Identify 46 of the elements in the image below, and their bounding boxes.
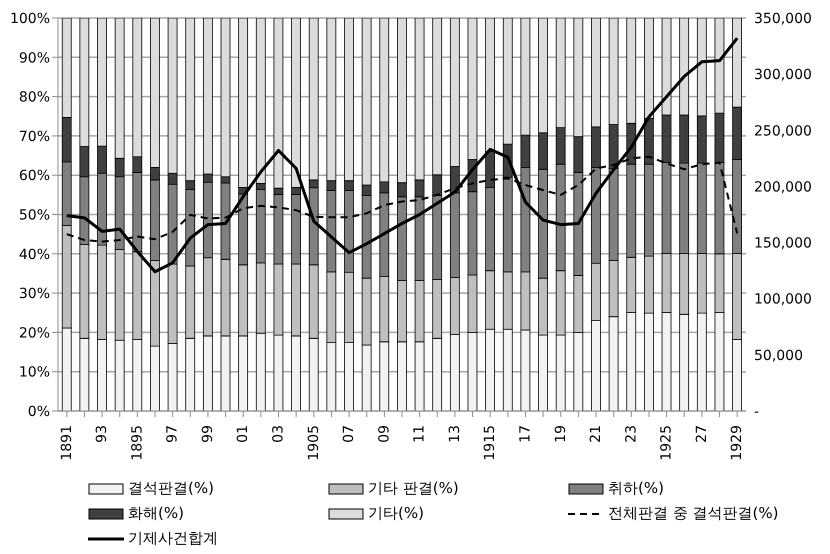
y-tick-label: 10% [18, 364, 50, 381]
x-tick-label: 27 [694, 425, 710, 443]
x-tick-label: 13 [446, 425, 463, 443]
y-tick-label: 50% [18, 207, 50, 224]
y-tick-label: 40% [18, 246, 50, 263]
y-tick-label: 0% [28, 404, 50, 420]
x-tick-label: 1915 [482, 425, 498, 461]
y2-tick-label: 250,000 [754, 123, 812, 140]
x-tick-label: 17 [517, 425, 534, 443]
x-tick-label: 19 [552, 425, 569, 443]
y2-tick-label: 300,000 [754, 67, 812, 84]
y-tick-label: 70% [18, 128, 50, 145]
legend-label: 전체판결 중 결석판결(%) [608, 504, 778, 523]
x-tick-label: 1895 [129, 425, 146, 461]
x-tick-label: 93 [94, 425, 110, 443]
y-tick-label: 100% [10, 10, 50, 27]
legend-label: 화해(%) [128, 504, 184, 523]
y-tick-label: 80% [18, 90, 50, 106]
y2-tick-label: 200,000 [754, 179, 812, 196]
x-tick-label: 09 [376, 425, 392, 443]
legend-label: 기제사건합계 [128, 529, 218, 548]
legend-label: 기타(%) [368, 504, 424, 523]
y2-tick-label: - [754, 404, 760, 420]
y-tick-label: 90% [18, 50, 50, 66]
x-tick-label: 23 [623, 425, 640, 443]
x-tick-label: 21 [588, 425, 604, 443]
y2-tick-label: 150,000 [754, 236, 812, 252]
y2-tick-label: 50,000 [754, 348, 803, 364]
x-tick-label: 1905 [306, 425, 322, 461]
x-tick-label: 1891 [58, 425, 75, 461]
x-tick-label: 97 [164, 425, 181, 443]
x-tick-label: 03 [270, 425, 287, 443]
y2-tick-label: 350,000 [754, 10, 812, 27]
x-tick-label: 1925 [658, 425, 675, 461]
legend-label: 취하(%) [608, 479, 664, 498]
x-tick-label: 07 [341, 425, 358, 443]
y-tick-label: 60% [18, 168, 50, 184]
y-tick-label: 30% [18, 286, 50, 302]
y-tick-label: 20% [18, 325, 50, 342]
x-tick-label: 1929 [729, 425, 746, 461]
x-tick-label: 01 [235, 425, 252, 443]
legend-label: 결석판결(%) [128, 479, 214, 498]
x-tick-label: 99 [200, 425, 216, 443]
legend-label: 기타 판결(%) [368, 479, 459, 498]
y2-tick-label: 100,000 [754, 292, 812, 308]
x-tick-label: 11 [412, 425, 428, 443]
